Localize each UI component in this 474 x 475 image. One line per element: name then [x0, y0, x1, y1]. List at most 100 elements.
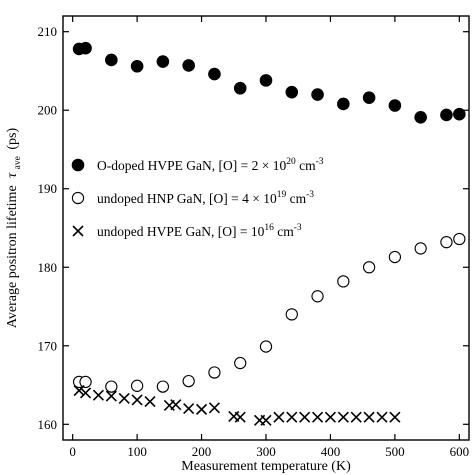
data-marks	[72, 41, 466, 426]
x-axis-label: Measurement temperature (K)	[181, 459, 351, 474]
data-point	[414, 110, 427, 124]
x-tick-label: 400	[321, 444, 341, 459]
y-tick-label: 200	[38, 103, 58, 118]
data-point	[144, 395, 156, 408]
axis-ticks	[63, 16, 469, 440]
data-point	[130, 59, 144, 73]
data-point	[92, 389, 105, 401]
legend-label-exponent: 16	[264, 223, 274, 233]
legend-label-exponent: 19	[277, 190, 287, 200]
data-point	[105, 380, 118, 393]
legend-label: undoped HNP GaN, [O] = 4 × 1019 cm-3	[97, 190, 314, 206]
data-point	[337, 411, 349, 423]
data-point	[440, 235, 453, 249]
legend-item: O-doped HVPE GaN, [O] = 2 × 1020 cm-3	[71, 157, 324, 173]
data-point	[170, 399, 182, 411]
data-point	[388, 99, 402, 112]
x-tick-label: 300	[256, 444, 276, 459]
legend-label-text: undoped HVPE GaN, [O] = 10	[97, 224, 265, 239]
data-point	[79, 387, 92, 399]
series-2	[72, 232, 466, 393]
data-point	[259, 340, 273, 353]
y-axis-label-unit: (ps)	[5, 128, 20, 150]
legend-label: undoped HVPE GaN, [O] = 1016 cm-3	[97, 223, 302, 239]
data-point	[208, 366, 221, 379]
data-point	[260, 414, 272, 426]
legend-label-unit-exponent: -3	[316, 157, 324, 167]
legend-marker	[71, 191, 85, 205]
legend-label: O-doped HVPE GaN, [O] = 2 × 1020 cm-3	[97, 157, 324, 173]
data-point	[362, 91, 376, 104]
data-point	[440, 108, 453, 122]
legend-item: undoped HVPE GaN, [O] = 1016 cm-3	[72, 223, 302, 239]
data-point	[208, 67, 221, 81]
x-tick-label: 600	[450, 444, 470, 459]
legend-item: undoped HNP GaN, [O] = 4 × 1019 cm-3	[71, 190, 314, 206]
series-3	[73, 384, 401, 426]
data-point	[195, 403, 208, 415]
data-point	[363, 411, 375, 423]
legend-marker	[72, 225, 84, 237]
data-point	[183, 403, 195, 415]
y-tick-label: 170	[38, 338, 58, 353]
data-point	[234, 411, 246, 423]
data-point	[337, 275, 350, 288]
data-point	[286, 411, 298, 423]
data-point	[273, 411, 285, 423]
data-point	[79, 375, 92, 389]
legend-label-unit-exponent: -3	[306, 190, 314, 200]
y-tick-label: 190	[38, 181, 58, 196]
data-point	[233, 81, 247, 95]
data-point	[376, 411, 388, 423]
y-axis-label-symbol: τ	[5, 172, 20, 178]
data-point	[131, 394, 143, 406]
legend-label-text: undoped HNP GaN, [O] = 4 × 10	[97, 191, 277, 206]
y-axis-label-subscript: ave	[13, 156, 23, 169]
data-point	[324, 411, 337, 423]
x-tick-label: 500	[385, 444, 405, 459]
data-point	[259, 74, 273, 87]
series-1	[72, 41, 466, 124]
legend-label-text: O-doped HVPE GaN, [O] = 2 × 10	[97, 158, 286, 173]
data-point	[389, 411, 401, 423]
legend-marker	[71, 158, 85, 172]
legend-label-unit: cm	[286, 191, 306, 206]
data-point	[337, 97, 350, 111]
legend-label-unit-exponent: -3	[294, 223, 302, 233]
data-point	[299, 411, 311, 423]
data-point	[105, 390, 117, 402]
data-point	[388, 250, 402, 264]
data-point	[130, 379, 144, 392]
data-point	[208, 402, 221, 414]
axis-tick-labels: 0 100 200 300 400 500 600 160 170 180 190 200 210	[38, 24, 470, 459]
data-point	[79, 41, 92, 55]
data-point	[350, 411, 362, 423]
data-point	[73, 384, 85, 397]
legend: O-doped HVPE GaN, [O] = 2 × 1020 cm-3 und…	[71, 157, 324, 239]
data-point	[453, 107, 466, 121]
data-point	[285, 308, 298, 321]
data-point	[311, 411, 324, 423]
data-point	[311, 88, 324, 101]
x-tick-label: 100	[127, 444, 147, 459]
legend-label-unit: cm	[296, 158, 316, 173]
data-point	[234, 356, 247, 370]
data-point	[156, 380, 170, 393]
y-axis-label-main: Average positron lifetime	[5, 185, 20, 328]
data-point	[118, 392, 130, 404]
data-point	[362, 261, 376, 274]
x-tick-label: 200	[192, 444, 212, 459]
y-tick-label: 210	[38, 24, 58, 39]
data-point	[105, 53, 118, 67]
data-point	[311, 290, 324, 303]
x-tick-label: 0	[69, 444, 76, 459]
y-tick-label: 180	[38, 260, 58, 275]
data-point	[414, 242, 427, 255]
data-point	[285, 85, 299, 99]
y-axis-label: Average positron lifetime τ ave (ps)	[5, 128, 24, 329]
data-point	[453, 232, 466, 246]
y-tick-label: 160	[38, 417, 58, 432]
legend-label-unit: cm	[274, 224, 294, 239]
